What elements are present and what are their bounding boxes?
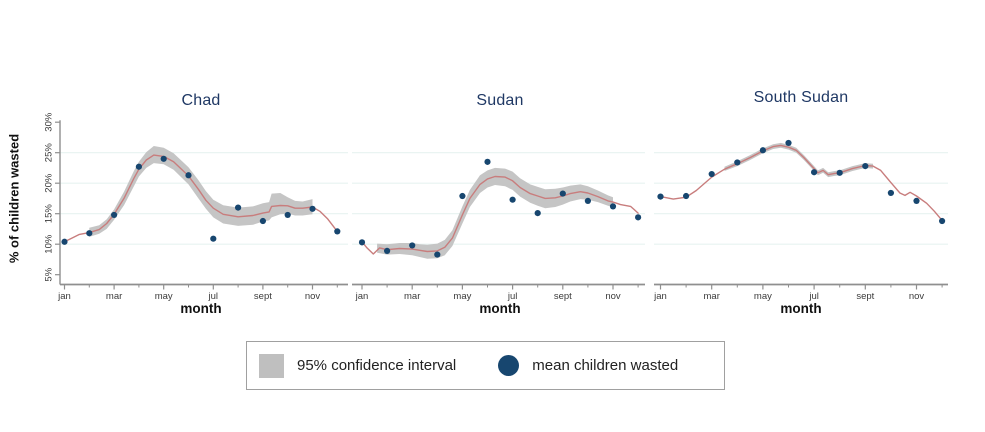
x-axis-title-sudan: month (479, 301, 521, 316)
ci-band (377, 167, 613, 259)
ci-band-swatch (259, 353, 284, 378)
x-tick-label: sept (254, 291, 272, 302)
mean-dot (534, 209, 541, 217)
x-tick-label: nov (909, 291, 925, 302)
mean-dot (887, 189, 895, 197)
legend: 95% confidence interval mean children wa… (246, 341, 725, 390)
x-tick-label: nov (605, 291, 621, 302)
x-tick-label: jul (507, 291, 518, 302)
x-tick-label: may (155, 291, 173, 302)
panel-title-chad: Chad (181, 92, 221, 109)
smooth-trend-line (63, 154, 338, 243)
x-tick-label: sept (554, 291, 572, 302)
y-tick-label: 5% (44, 267, 55, 281)
mean-dot (309, 205, 316, 212)
mean-dot (334, 228, 341, 235)
mean-dot (734, 159, 741, 166)
x-tick-label: jul (208, 291, 219, 302)
mean-dot (434, 251, 441, 258)
mean-dot (235, 204, 242, 211)
mean-dot (785, 139, 792, 147)
y-tick-label: 20% (44, 173, 55, 193)
mean-dot (484, 158, 491, 165)
x-tick-label: mar (404, 291, 420, 302)
ci-band-label: 95% confidence interval (297, 357, 457, 374)
y-tick-label: 10% (44, 234, 55, 254)
x-axis-title-chad: month (180, 301, 222, 316)
mean-dot (459, 192, 466, 200)
mean-dot (160, 155, 167, 162)
x-tick-label: jan (355, 291, 369, 302)
mean-dot (559, 190, 566, 197)
mean-dot (708, 170, 715, 178)
x-tick-label: sept (856, 291, 874, 302)
mean-dot (811, 169, 818, 176)
mean-dot (657, 193, 664, 200)
mean-dot (135, 163, 142, 170)
mean-dot (185, 172, 192, 179)
x-tick-label: mar (106, 291, 122, 302)
smooth-trend-line (361, 175, 639, 255)
mean-dot (939, 217, 946, 225)
mean-dot (609, 203, 617, 210)
smooth-trend-line (659, 144, 943, 222)
x-tick-label: may (453, 291, 471, 302)
x-tick-label: may (754, 291, 772, 302)
mean-dot (683, 192, 690, 200)
mean-dot (409, 242, 416, 249)
mean-dot (509, 196, 516, 203)
mean-dot (259, 217, 266, 225)
mean-dot (862, 163, 869, 170)
x-tick-label: jan (653, 291, 667, 302)
x-axis-title-south-sudan: month (780, 301, 822, 316)
y-tick-label: 30% (44, 112, 55, 132)
mean-dot-swatch (498, 355, 520, 376)
panel-title-south-sudan: South Sudan (753, 89, 849, 106)
x-tick-label: mar (704, 291, 720, 302)
mean-dot (111, 211, 118, 219)
ci-band (724, 142, 873, 178)
mean-dot (913, 197, 920, 204)
mean-dot (384, 247, 391, 255)
panel-title-sudan: Sudan (476, 92, 524, 109)
mean-dot (61, 238, 68, 245)
mean-dot (759, 147, 767, 154)
mean-dot-label: mean children wasted (532, 357, 679, 374)
x-tick-label: jan (57, 291, 71, 302)
mean-dot (210, 235, 217, 242)
y-tick-label: 25% (44, 143, 55, 163)
x-tick-label: jul (808, 291, 819, 302)
mean-dot (836, 169, 843, 176)
mean-dot (358, 239, 366, 246)
mean-dot (284, 211, 291, 219)
y-tick-label: 15% (44, 204, 55, 224)
mean-dot (86, 230, 93, 237)
mean-dot (584, 197, 592, 204)
mean-dot (635, 214, 642, 221)
ci-band (89, 146, 313, 237)
y-axis-title: % of children wasted (6, 133, 22, 264)
x-tick-label: nov (305, 291, 321, 302)
